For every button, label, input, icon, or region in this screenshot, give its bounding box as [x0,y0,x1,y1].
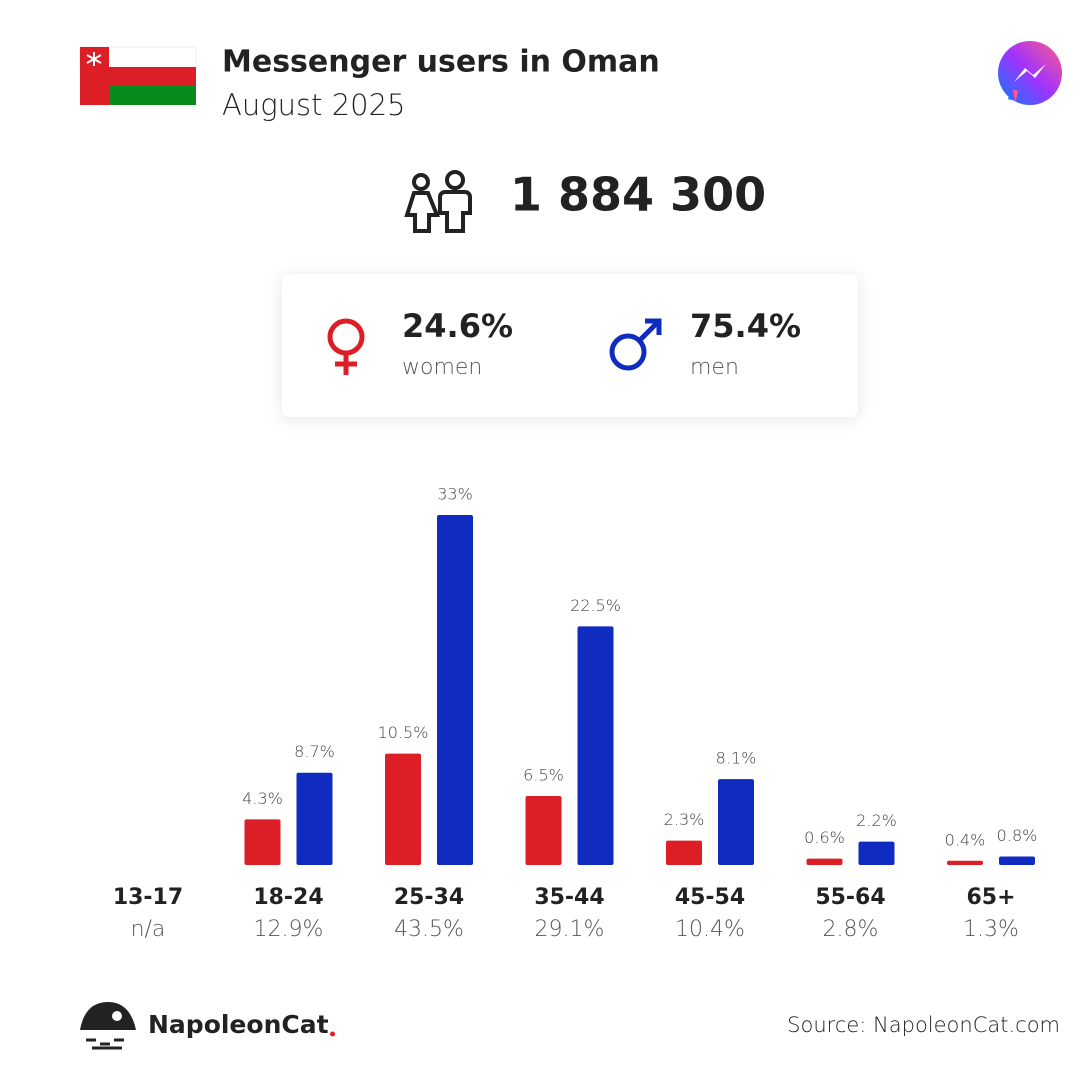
women-label: women [402,355,482,380]
value-label: 2.2% [856,811,897,830]
female-symbol [327,318,365,375]
source: Source: NapoleonCat.com [787,1013,1060,1037]
bar [999,856,1035,865]
subtitle: August 2025 [222,88,406,122]
bar [858,841,895,865]
bar [718,779,754,865]
total-users: 1 884 300 [510,168,766,222]
value-label: 4.3% [242,789,283,808]
women-share: 24.6% [402,307,513,345]
brand-name: NapoleonCat [148,1010,329,1039]
bar [296,772,333,865]
category-label: 55-64 [815,885,885,910]
category-label: 65+ [966,885,1015,910]
bar [806,858,843,865]
value-label: 0.4% [945,830,986,849]
category-total: 29.1% [535,917,605,942]
category-total: 10.4% [675,917,745,942]
bar [437,515,473,865]
bar [666,840,702,865]
category-label: 25-34 [394,885,464,910]
category-label: 35-44 [534,885,604,910]
bar-chart: 13-17 n/a 18-24 12.9% 4.3% 8.7% 25-34 43.5% 10.5… [113,485,1038,943]
bar [947,860,983,865]
men-label: men [690,355,739,380]
category-total: n/a [131,917,166,942]
bar [244,819,281,865]
category-label: 45-54 [675,885,745,910]
category-total: 12.9% [254,917,324,942]
value-label: 10.5% [378,723,429,742]
value-label: 8.7% [294,742,335,761]
male-symbol [609,318,662,371]
bar [525,796,562,865]
value-label: 22.5% [570,596,621,615]
value-label: 33% [437,485,473,504]
bar [577,626,614,865]
brand-dot [330,1031,336,1037]
value-label: 0.6% [804,828,845,847]
category-total: 43.5% [394,917,464,942]
title: Messenger users in Oman [222,45,660,80]
brand-logo [80,1002,136,1050]
category-label: 13-17 [113,885,183,910]
messenger-icon [998,41,1062,105]
men-share: 75.4% [690,307,801,345]
category-label: 18-24 [253,885,323,910]
people-icon [404,170,472,233]
value-label: 0.8% [997,826,1038,845]
value-label: 6.5% [523,766,564,785]
category-total: 2.8% [823,917,879,942]
category-total: 1.3% [963,917,1019,942]
value-label: 8.1% [716,749,757,768]
value-label: 2.3% [664,810,705,829]
flag [79,46,197,105]
gender-card [282,274,858,417]
bar [385,753,421,865]
